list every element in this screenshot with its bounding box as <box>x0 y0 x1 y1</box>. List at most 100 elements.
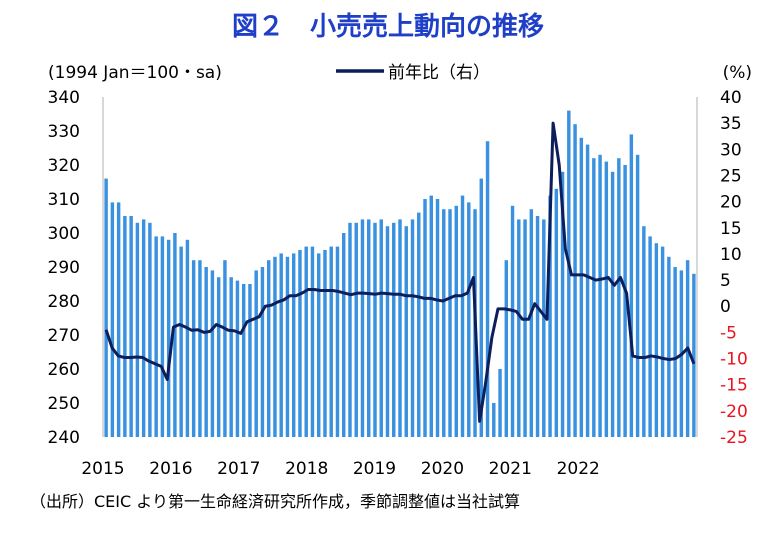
left-tick-label: 290 <box>48 258 80 278</box>
bar <box>548 195 552 437</box>
bar <box>529 209 534 437</box>
bar <box>348 222 352 437</box>
bar <box>585 144 590 437</box>
bar <box>467 202 471 437</box>
bar <box>273 256 277 437</box>
source-note: （出所）CEIC より第一生命経済研究所作成，季節調整値は当社試算 <box>30 492 520 511</box>
bar <box>379 219 383 437</box>
bar <box>154 236 158 437</box>
bar <box>410 219 415 437</box>
left-tick-label: 330 <box>48 122 80 142</box>
bar <box>417 212 421 437</box>
x-tick-label: 2018 <box>285 459 328 479</box>
bar <box>398 219 402 437</box>
bar <box>248 284 252 437</box>
right-tick-label: 25 <box>720 167 742 187</box>
chart-title: 図２ 小売売上動向の推移 <box>232 11 544 42</box>
bar <box>360 219 365 437</box>
left-axis-label: (1994 Jan＝100・sa) <box>48 63 222 83</box>
bar <box>310 246 315 437</box>
bar <box>204 267 208 437</box>
left-axis-ticks: 240 250 260 270 280 290 300 310 320 330 340 <box>48 88 80 448</box>
bar <box>523 219 527 437</box>
bar <box>160 236 165 437</box>
left-tick-label: 280 <box>48 292 80 312</box>
x-axis-ticks: 2015 2016 2017 2018 2019 2020 2021 2022 <box>81 459 599 479</box>
bar <box>635 154 640 438</box>
right-tick-label: 0 <box>720 297 731 317</box>
left-tick-label: 260 <box>48 360 80 380</box>
x-tick-label: 2022 <box>557 459 600 479</box>
bar <box>623 165 627 437</box>
left-tick-label: 250 <box>48 394 80 414</box>
bar <box>542 219 546 437</box>
bar <box>216 277 221 437</box>
bar <box>567 110 571 437</box>
bar <box>342 233 346 437</box>
bar <box>329 246 333 437</box>
bar <box>442 209 446 437</box>
bar <box>367 219 371 437</box>
bar <box>629 134 634 437</box>
bar <box>354 222 358 437</box>
bar <box>123 216 127 437</box>
bar <box>116 202 121 437</box>
bar <box>104 178 108 437</box>
bar <box>304 246 308 437</box>
bar <box>198 260 202 437</box>
bar <box>135 222 140 437</box>
bar <box>667 256 671 437</box>
bar <box>692 273 696 437</box>
right-tick-label: 15 <box>720 219 742 239</box>
bar <box>323 250 327 437</box>
bar <box>173 233 177 437</box>
left-tick-label: 270 <box>48 326 80 346</box>
bar <box>191 260 196 437</box>
bar <box>517 219 521 437</box>
bar <box>560 171 565 438</box>
bar <box>110 202 115 437</box>
bar <box>660 246 665 437</box>
yoy-line <box>104 121 696 423</box>
bar <box>610 171 615 438</box>
bar-series <box>104 110 696 438</box>
bar <box>617 158 621 437</box>
bar <box>235 280 240 437</box>
bar <box>510 205 515 437</box>
bar <box>179 246 183 437</box>
bar <box>279 253 283 437</box>
bar <box>335 246 340 437</box>
bar <box>673 267 677 437</box>
bar <box>291 253 296 437</box>
left-tick-label: 320 <box>48 156 80 176</box>
line-series <box>104 121 696 423</box>
bar <box>285 256 290 437</box>
bar <box>317 253 321 437</box>
bar <box>648 236 652 437</box>
right-tick-label: -5 <box>720 323 737 343</box>
bar <box>654 243 659 437</box>
bar <box>498 369 502 437</box>
bar <box>492 403 496 437</box>
bar <box>642 226 646 437</box>
x-tick-label: 2020 <box>421 459 464 479</box>
left-tick-label: 340 <box>48 88 80 108</box>
bar <box>454 205 458 437</box>
bar <box>266 260 271 437</box>
right-tick-label: -10 <box>720 350 748 370</box>
left-tick-label: 300 <box>48 224 80 244</box>
bar <box>448 209 452 437</box>
right-tick-label: 5 <box>720 271 731 291</box>
bar <box>223 260 227 437</box>
right-tick-label: -25 <box>720 428 748 448</box>
x-tick-label: 2021 <box>489 459 532 479</box>
bar <box>479 178 483 437</box>
x-tick-label: 2017 <box>217 459 260 479</box>
bar <box>604 161 609 437</box>
right-tick-label: -20 <box>720 402 748 422</box>
bar <box>241 284 246 437</box>
bar <box>460 195 465 437</box>
bar <box>579 137 584 438</box>
bar <box>166 239 171 437</box>
left-tick-label: 310 <box>48 190 80 210</box>
